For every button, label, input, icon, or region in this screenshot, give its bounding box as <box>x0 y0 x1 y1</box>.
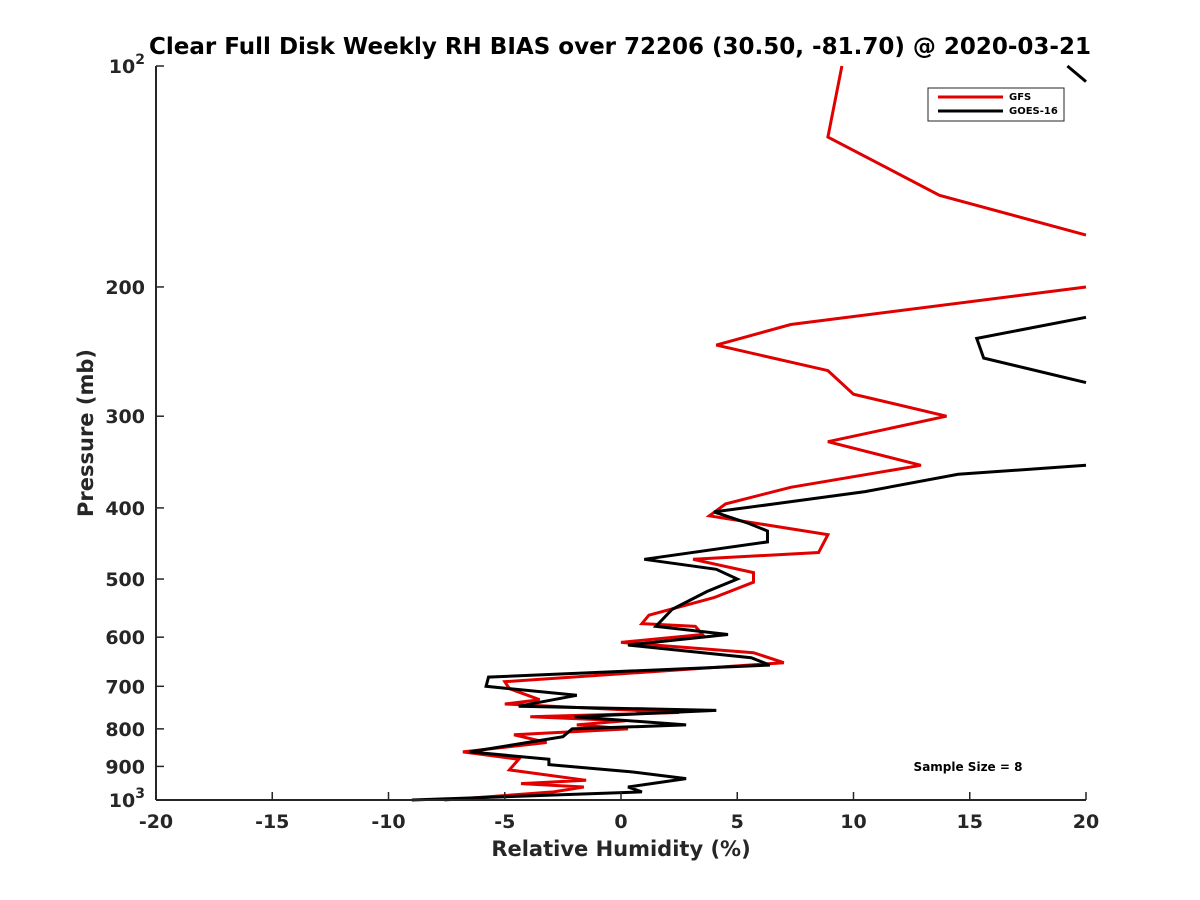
x-tick-label: 15 <box>957 811 983 833</box>
series-layer <box>411 64 1087 802</box>
x-tick-label: -5 <box>494 811 515 833</box>
x-tick-label: -20 <box>139 811 173 833</box>
y-tick-label: 800 <box>105 719 145 741</box>
y-axis-label: Pressure (mb) <box>74 349 98 517</box>
legend: GFS GOES-16 <box>927 87 1065 122</box>
chart-title: Clear Full Disk Weekly RH BIAS over 7220… <box>149 34 1091 60</box>
y-tick-label: 300 <box>105 406 145 428</box>
y-tick-label: 102 <box>109 52 145 78</box>
legend-box <box>927 87 1065 122</box>
y-tick-label: 103 <box>109 786 145 812</box>
y-tick-label: 600 <box>105 627 145 649</box>
legend-label-gfs: GFS <box>1009 92 1031 103</box>
y-tick-label: 500 <box>105 569 145 591</box>
x-tick-label: -15 <box>255 811 289 833</box>
series-line-gfs <box>444 65 1087 802</box>
x-ticks: -20 -15 -10 -5 0 5 10 15 20 <box>139 792 1099 833</box>
x-axis-label: Relative Humidity (%) <box>491 837 750 861</box>
axes <box>155 66 1086 801</box>
y-ticks: 102 200 300 400 500 600 700 800 900 103 <box>105 52 164 812</box>
x-tick-label: 20 <box>1073 811 1099 833</box>
x-tick-label: -10 <box>371 811 405 833</box>
x-tick-label: 0 <box>614 811 627 833</box>
legend-label-goes16: GOES-16 <box>1009 106 1058 117</box>
y-tick-label: 200 <box>105 277 145 299</box>
y-tick-label: 700 <box>105 676 145 698</box>
sample-size-annotation: Sample Size = 8 <box>914 760 1023 774</box>
y-tick-label: 400 <box>105 498 145 520</box>
series-line-goes16 <box>411 64 1087 802</box>
x-tick-label: 10 <box>840 811 866 833</box>
y-tick-label: 900 <box>105 756 145 778</box>
x-tick-label: 5 <box>731 811 744 833</box>
